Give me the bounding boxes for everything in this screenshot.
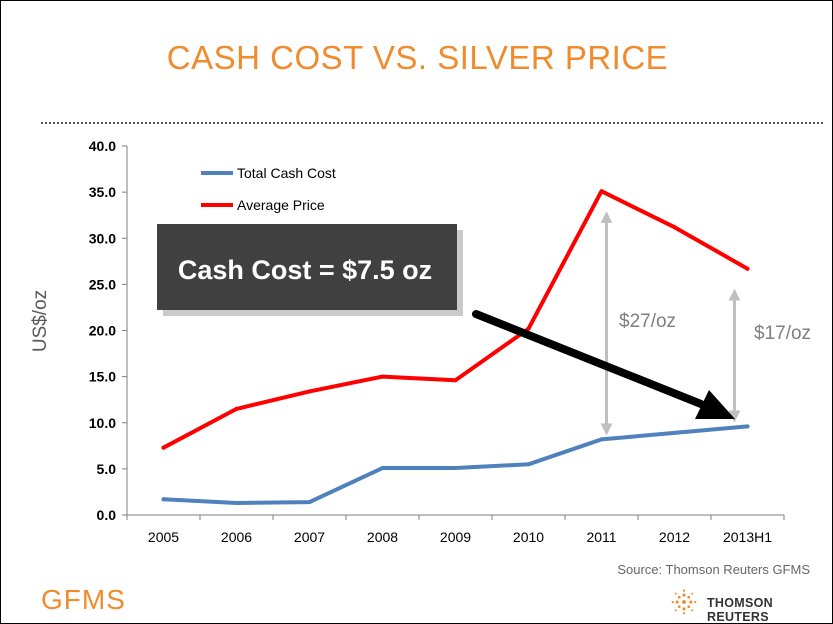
series-point xyxy=(745,266,750,271)
series-point xyxy=(453,378,458,383)
callout-box xyxy=(157,224,457,310)
gap-2013-label: $17/oz xyxy=(754,323,811,344)
y-tick-label: 5.0 xyxy=(97,461,117,477)
x-tick-label: 2005 xyxy=(148,529,179,545)
x-tick-label: 2011 xyxy=(586,529,616,545)
callout-arrow-shaft xyxy=(472,310,705,408)
series-point xyxy=(161,497,166,502)
y-axis-label: US$/oz xyxy=(30,290,51,352)
annotations: $27/oz $17/oz Cash Cost = $7.5 oz xyxy=(157,211,811,436)
legend: Total Cash Cost Average Price xyxy=(201,165,336,213)
series-point xyxy=(380,374,385,379)
x-tick-label: 2006 xyxy=(221,529,252,545)
series-point xyxy=(234,501,239,506)
y-tick-label: 40.0 xyxy=(89,138,116,154)
series-point xyxy=(526,462,531,467)
series-point xyxy=(453,465,458,470)
series-point xyxy=(380,465,385,470)
callout-arrow-head xyxy=(695,390,735,419)
series-line xyxy=(161,424,750,505)
y-axis: 0.0 5.0 10.0 15.0 20.0 25.0 30.0 35.0 40.0 xyxy=(89,138,128,523)
y-tick-label: 15.0 xyxy=(89,369,116,385)
x-tick-label: 2008 xyxy=(367,529,398,545)
y-tick-label: 0.0 xyxy=(97,507,117,523)
y-tick-label: 30.0 xyxy=(89,230,116,246)
y-tick-label: 20.0 xyxy=(89,323,116,339)
series-point xyxy=(745,424,750,429)
series-point xyxy=(161,445,166,450)
x-tick-label: 2009 xyxy=(440,529,471,545)
thomson-reuters-logo-text: THOMSON REUTERS xyxy=(707,596,773,624)
x-tick-label: 2013H1 xyxy=(723,529,772,545)
x-tick-label: 2012 xyxy=(659,529,690,545)
source-note: Source: Thomson Reuters GFMS xyxy=(617,562,810,577)
y-tick-label: 10.0 xyxy=(89,415,116,431)
callout-text: Cash Cost = $7.5 oz xyxy=(178,255,432,285)
series-point xyxy=(599,437,604,442)
series-point xyxy=(307,389,312,394)
y-tick-label: 35.0 xyxy=(89,184,116,200)
legend-label: Average Price xyxy=(237,197,325,213)
series-point xyxy=(672,225,677,230)
series-point xyxy=(599,189,604,194)
title-divider xyxy=(41,122,823,124)
x-axis: 2005 2006 2007 2008 2009 2010 2011 2012 2013H1 xyxy=(126,514,785,545)
gfms-logo: GFMS xyxy=(41,584,126,615)
gap-2011-label: $27/oz xyxy=(619,311,676,332)
y-tick-label: 25.0 xyxy=(89,276,116,292)
series-point xyxy=(307,500,312,505)
series-point xyxy=(234,406,239,411)
x-tick-label: 2007 xyxy=(294,529,325,545)
series-point xyxy=(526,326,531,331)
legend-label: Total Cash Cost xyxy=(237,165,336,181)
series-point xyxy=(672,430,677,435)
series xyxy=(161,189,750,506)
slide-title: CASH COST VS. SILVER PRICE xyxy=(166,39,669,76)
x-tick-label: 2010 xyxy=(513,529,544,545)
thomson-reuters-globe-icon xyxy=(671,589,697,615)
